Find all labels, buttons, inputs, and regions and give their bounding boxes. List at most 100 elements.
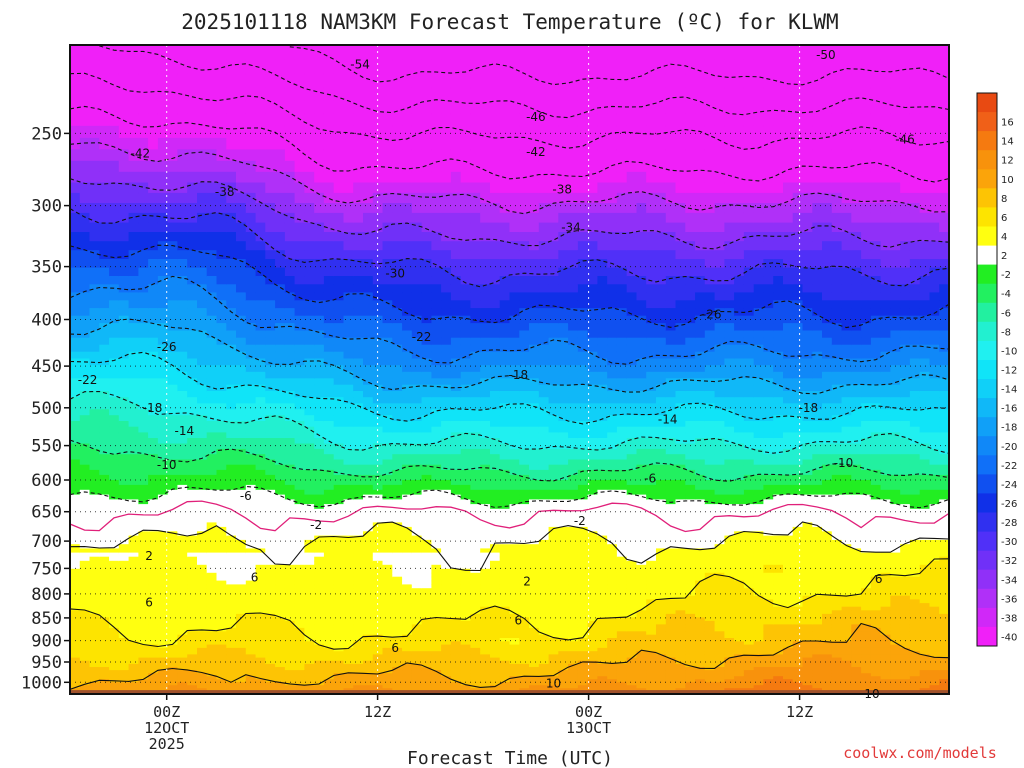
field-cell bbox=[89, 397, 100, 404]
field-cell bbox=[450, 149, 462, 162]
field-cell bbox=[392, 371, 403, 379]
field-cell bbox=[167, 499, 179, 505]
field-cell bbox=[441, 469, 452, 476]
field-cell bbox=[343, 560, 354, 566]
temperature-field bbox=[70, 45, 949, 694]
field-cell bbox=[216, 415, 227, 422]
field-cell bbox=[265, 535, 276, 541]
field-cell bbox=[499, 397, 511, 404]
field-cell bbox=[323, 673, 335, 677]
field-cell bbox=[89, 203, 100, 214]
field-cell bbox=[421, 284, 433, 294]
field-cell bbox=[255, 544, 267, 550]
field-cell bbox=[460, 459, 472, 466]
field-cell bbox=[431, 484, 442, 491]
field-cell bbox=[197, 595, 208, 601]
field-cell bbox=[226, 267, 237, 277]
field-cell bbox=[294, 663, 306, 668]
field-cell bbox=[70, 259, 81, 269]
field-cell bbox=[70, 548, 81, 554]
field-cell bbox=[499, 443, 511, 450]
field-cell bbox=[226, 613, 237, 619]
field-cell bbox=[441, 45, 452, 61]
field-cell bbox=[148, 592, 159, 597]
field-cell bbox=[197, 403, 208, 410]
field-cell bbox=[99, 539, 110, 545]
field-cell bbox=[470, 499, 481, 505]
field-cell bbox=[392, 480, 403, 486]
field-cell bbox=[89, 454, 100, 461]
field-cell bbox=[255, 688, 267, 692]
field-cell bbox=[392, 113, 403, 127]
field-cell bbox=[167, 397, 179, 404]
field-cell bbox=[177, 474, 188, 481]
field-cell bbox=[79, 676, 91, 680]
field-cell bbox=[206, 494, 218, 501]
field-cell bbox=[480, 480, 491, 486]
field-cell bbox=[431, 620, 442, 626]
field-cell bbox=[138, 634, 149, 639]
field-cell bbox=[382, 480, 393, 486]
field-cell bbox=[187, 448, 198, 455]
field-cell bbox=[226, 344, 237, 353]
field-cell bbox=[411, 259, 423, 269]
field-cell bbox=[304, 660, 315, 665]
field-cell bbox=[450, 572, 462, 578]
field-cell bbox=[363, 300, 374, 309]
field-cell bbox=[148, 568, 159, 574]
field-cell bbox=[509, 212, 520, 224]
field-cell bbox=[392, 564, 403, 570]
field-cell bbox=[275, 300, 286, 309]
field-cell bbox=[89, 676, 100, 680]
field-cell bbox=[138, 171, 149, 184]
field-cell bbox=[265, 663, 276, 668]
field-cell bbox=[99, 544, 110, 550]
field-cell bbox=[128, 300, 140, 309]
field-cell bbox=[304, 149, 315, 162]
field-cell bbox=[382, 531, 393, 537]
field-cell bbox=[216, 552, 227, 558]
field-cell bbox=[157, 232, 169, 242]
field-cell bbox=[392, 182, 403, 194]
field-cell bbox=[177, 544, 188, 550]
field-cell bbox=[314, 45, 325, 61]
field-cell bbox=[450, 203, 462, 214]
field-cell bbox=[402, 673, 413, 677]
field-cell bbox=[372, 459, 384, 466]
field-cell bbox=[236, 539, 247, 545]
field-cell bbox=[431, 660, 442, 665]
field-cell bbox=[255, 45, 267, 61]
field-cell bbox=[109, 620, 120, 626]
field-cell bbox=[460, 391, 472, 398]
field-cell bbox=[79, 667, 91, 671]
field-cell bbox=[421, 504, 433, 510]
field-cell bbox=[265, 539, 276, 545]
field-cell bbox=[402, 620, 413, 626]
field-cell bbox=[99, 421, 110, 428]
field-cell bbox=[470, 384, 481, 392]
field-cell bbox=[470, 438, 481, 445]
field-cell bbox=[294, 448, 306, 455]
field-cell bbox=[206, 337, 218, 346]
field-cell bbox=[275, 59, 286, 75]
field-cell bbox=[343, 548, 354, 554]
field-cell bbox=[284, 644, 296, 649]
field-cell bbox=[363, 576, 374, 582]
field-cell bbox=[197, 663, 208, 668]
field-cell bbox=[216, 631, 227, 636]
field-cell bbox=[402, 638, 413, 642]
field-cell bbox=[157, 59, 169, 75]
field-cell bbox=[314, 620, 325, 626]
field-cell bbox=[109, 647, 120, 652]
field-cell bbox=[265, 45, 276, 61]
field-cell bbox=[236, 330, 247, 339]
field-cell bbox=[206, 344, 218, 353]
field-cell bbox=[323, 344, 335, 353]
field-cell bbox=[411, 300, 423, 309]
field-cell bbox=[304, 688, 315, 692]
field-cell bbox=[245, 330, 257, 339]
field-cell bbox=[245, 526, 257, 532]
field-cell bbox=[363, 315, 374, 324]
field-cell bbox=[197, 631, 208, 636]
field-cell bbox=[402, 595, 413, 601]
